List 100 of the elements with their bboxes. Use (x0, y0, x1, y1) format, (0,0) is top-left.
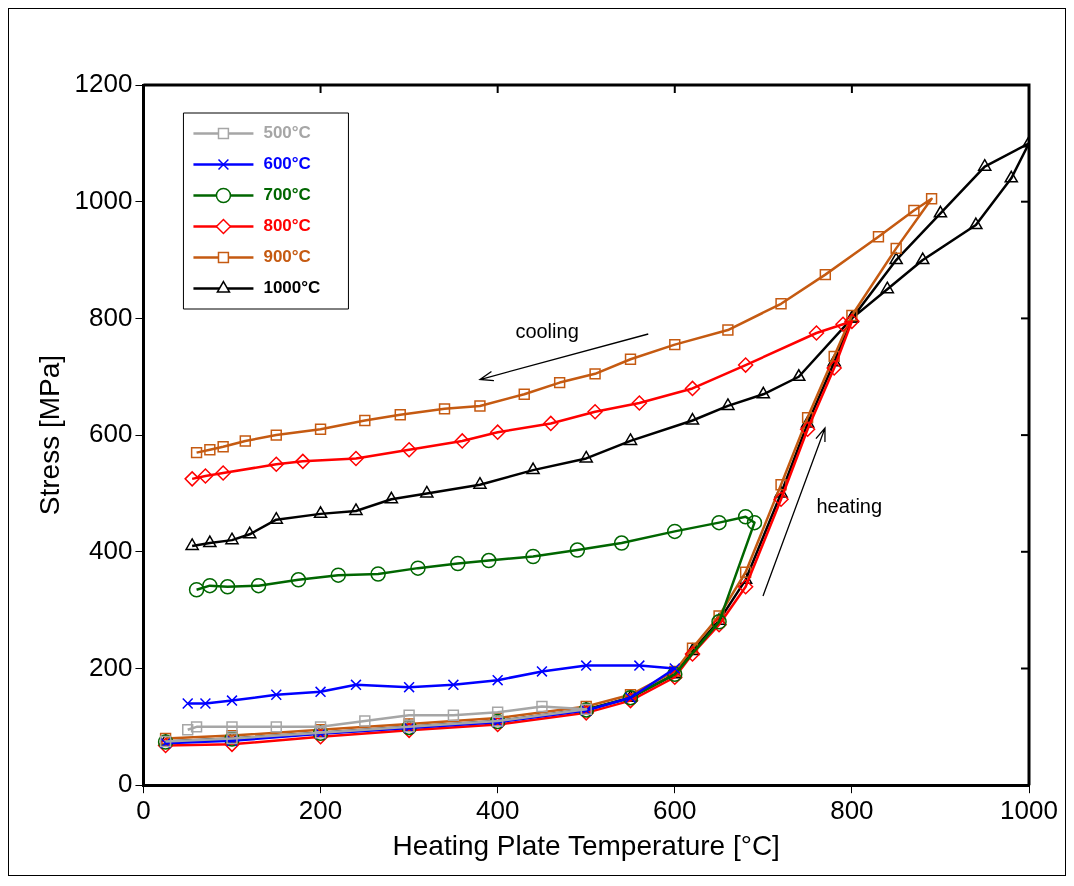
point (775, 479, 787, 491)
point (711, 514, 727, 531)
point (270, 429, 282, 441)
point (799, 421, 816, 438)
point (269, 511, 284, 524)
point (190, 446, 203, 459)
point (872, 231, 885, 243)
point (185, 538, 199, 551)
point (197, 468, 214, 484)
point (290, 572, 307, 588)
point (184, 471, 200, 487)
point (204, 443, 216, 456)
point (746, 514, 763, 531)
x-tick-label: 600 (653, 794, 697, 825)
y-tick-label: 600 (89, 418, 133, 449)
point (587, 404, 603, 420)
point (182, 724, 194, 736)
point (808, 325, 825, 341)
point (579, 450, 594, 463)
point (835, 316, 851, 332)
point (889, 252, 903, 265)
point (190, 721, 203, 733)
point (756, 386, 771, 399)
point (801, 411, 814, 424)
x-axis-title: Heating Plate Temperature [°C] (392, 829, 780, 861)
point (182, 697, 194, 710)
point (225, 532, 239, 545)
point (826, 360, 842, 376)
legend-label: 800°C (263, 216, 311, 236)
point (684, 380, 701, 397)
point (394, 408, 406, 421)
point (203, 535, 217, 548)
point (401, 441, 417, 458)
legend-label: 600°C (263, 154, 311, 174)
point (525, 548, 541, 565)
point (473, 476, 487, 489)
point (589, 368, 601, 380)
y-tick-label: 800 (89, 301, 133, 332)
point (543, 415, 559, 432)
point (631, 395, 648, 411)
point (737, 579, 754, 595)
legend-label: 1000°C (263, 278, 321, 298)
point (722, 324, 734, 336)
legend-label: 700°C (263, 185, 311, 205)
y-tick-label: 200 (89, 651, 133, 682)
x-tick-label: 400 (475, 794, 520, 825)
point (359, 414, 371, 427)
point (384, 491, 399, 504)
point (239, 435, 251, 447)
point (977, 158, 992, 171)
point (623, 433, 638, 446)
point (685, 412, 700, 425)
point (217, 441, 229, 453)
point (348, 450, 364, 467)
point (828, 350, 840, 363)
point (491, 706, 504, 718)
point (775, 298, 787, 310)
x-tick-label: 800 (830, 794, 874, 825)
point (518, 388, 530, 400)
point (721, 398, 735, 411)
point (890, 242, 902, 255)
point (420, 485, 434, 498)
point (403, 709, 415, 721)
point (188, 581, 205, 598)
x-tick-label: 1000 (1000, 794, 1058, 825)
point (215, 465, 231, 481)
point (633, 659, 646, 672)
point (684, 646, 701, 662)
point (536, 665, 548, 678)
point (250, 577, 267, 594)
point (1004, 170, 1019, 183)
annotation: heating (816, 494, 883, 518)
point (933, 205, 948, 218)
point (454, 433, 470, 449)
point (447, 709, 460, 721)
legend-label: 900°C (263, 247, 311, 267)
point (314, 423, 327, 435)
point (844, 313, 860, 330)
y-tick-label: 1200 (74, 68, 133, 99)
point (491, 674, 504, 686)
annotation: cooling (515, 319, 579, 343)
point (242, 526, 257, 539)
point (474, 400, 486, 412)
point (737, 357, 754, 373)
point (969, 217, 983, 230)
point (526, 462, 540, 475)
point (295, 453, 311, 470)
point (313, 506, 328, 519)
point (359, 715, 371, 727)
point (624, 353, 637, 365)
point (669, 338, 681, 351)
point (314, 686, 327, 698)
point (553, 376, 566, 389)
point (773, 491, 789, 508)
point (202, 577, 218, 594)
point (880, 281, 895, 294)
point (481, 552, 497, 569)
point (330, 567, 347, 583)
point (350, 679, 362, 691)
legend-label: 500°C (263, 123, 311, 143)
